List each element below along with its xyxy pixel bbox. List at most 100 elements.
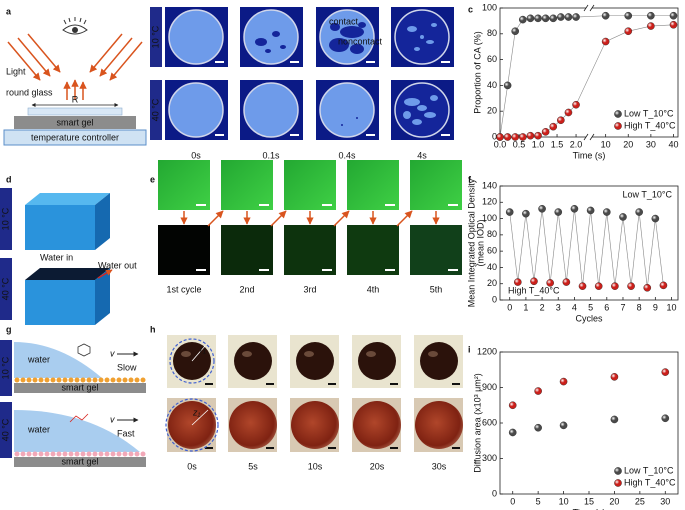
data-point [601, 11, 610, 20]
cycle-arrow [270, 210, 287, 227]
eye-pupil [72, 27, 78, 33]
surface-dot [104, 451, 110, 457]
data-point [661, 368, 670, 376]
surface-dot [92, 451, 98, 457]
image-tile [347, 160, 399, 210]
axis-break [589, 133, 595, 141]
label: round glass [6, 87, 53, 97]
panel-letter: d [6, 174, 12, 184]
data-point [505, 208, 514, 216]
droplet [420, 342, 458, 380]
gel-patch [329, 38, 349, 52]
data-point [559, 377, 568, 386]
cycle-line [598, 212, 608, 287]
gel-patch [341, 124, 343, 126]
water-drop [14, 342, 102, 378]
outline [165, 398, 219, 452]
image-tile [221, 160, 273, 210]
data-point [559, 421, 568, 430]
data-point [603, 208, 611, 216]
surface-dot [38, 377, 44, 383]
cycle-line [525, 213, 535, 282]
cycle-line [622, 216, 632, 287]
droplet [291, 401, 339, 449]
surface-dot [128, 451, 134, 457]
legend-marker [614, 467, 622, 475]
outline [169, 338, 215, 384]
panel-letter: i [468, 344, 471, 354]
droplet [358, 342, 396, 380]
row-label: 40 °C [0, 277, 10, 300]
axis-break-gap [586, 6, 592, 10]
panel-letter: c [468, 4, 473, 14]
droplet-highlight [181, 351, 191, 357]
cube-side [95, 193, 110, 250]
surface-dot [74, 377, 80, 383]
surface-dot [98, 451, 104, 457]
eyelash [79, 17, 82, 23]
surface-dot [44, 451, 50, 457]
cycle-line [590, 210, 600, 287]
x-tick-label: 9 [653, 302, 658, 312]
x-tick-label: 20 [623, 139, 633, 149]
surface-dot [26, 377, 32, 383]
plot-frame [499, 185, 679, 301]
x-tick-label: 0 [507, 302, 512, 312]
data-point [508, 428, 517, 437]
data-point [601, 37, 610, 46]
data-point [669, 20, 678, 29]
x-axis-label: Time (s) [573, 507, 606, 510]
time-label: 30s [432, 461, 447, 471]
x-tick-label: 0.0 [494, 139, 507, 149]
x-tick-label: 2 [540, 302, 545, 312]
data-point [541, 128, 550, 136]
cycle-line [533, 208, 543, 282]
data-point [549, 122, 558, 131]
axis-break [583, 4, 589, 12]
data-point [643, 283, 652, 292]
surface-dot [116, 377, 122, 383]
gel-patch [350, 44, 364, 54]
data-point [549, 14, 558, 23]
label: water [27, 424, 50, 434]
droplet [415, 401, 463, 449]
data-point [627, 282, 635, 290]
x-tick-label: 10 [601, 139, 611, 149]
row-label: 40 °C [0, 418, 10, 441]
y-tick-label: 0 [492, 488, 497, 498]
row-label: 10 °C [150, 25, 160, 48]
data-point [647, 22, 655, 30]
axis-break [583, 133, 589, 141]
data-point [635, 208, 643, 216]
data-point [546, 279, 554, 287]
legend-label: Low T_10°C [624, 465, 674, 475]
x-tick-label: 10 [667, 302, 677, 312]
droplet [353, 401, 401, 449]
data-point [586, 206, 595, 215]
x-tick-label: 5 [536, 496, 541, 506]
data-point [538, 204, 546, 213]
time-label: 20s [370, 461, 385, 471]
x-tick-label: 30 [646, 139, 656, 149]
label: z₁ [192, 407, 201, 417]
data-point [669, 11, 678, 20]
y-tick-label: 80 [487, 28, 497, 38]
cycle-line [655, 218, 664, 286]
smart-gel [14, 457, 146, 467]
data-point [496, 133, 504, 141]
row-band [0, 188, 12, 250]
panel-letter: e [150, 174, 155, 184]
gel-patch [431, 23, 437, 27]
time-label: 0s [187, 461, 197, 471]
surface-dot [140, 377, 146, 383]
label: Slow [117, 362, 137, 372]
data-point [557, 116, 565, 125]
cycle-line [549, 212, 559, 283]
eyelash [83, 19, 87, 25]
data-point [557, 13, 565, 21]
row-band [150, 7, 162, 67]
gel-patch [255, 38, 267, 46]
light-ray [17, 37, 51, 77]
smart-gel [14, 116, 136, 129]
surface-dot [62, 377, 68, 383]
